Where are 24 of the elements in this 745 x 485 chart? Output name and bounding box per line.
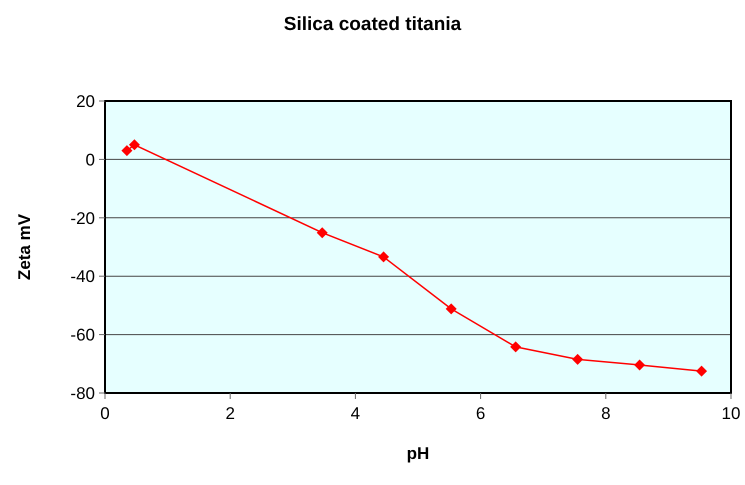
point [446,303,457,314]
point [378,251,390,262]
chart-title: Silica coated titania [284,14,462,35]
y-tick-label: 0 [86,150,95,170]
y-tick-label: -40 [70,267,95,286]
y-tick-label: -80 [70,384,95,403]
y-tick-label: -60 [70,326,95,345]
point [696,366,708,377]
x-tick-label: 8 [601,404,611,423]
point [316,227,328,238]
point [572,354,584,365]
y-tick-label: -20 [70,208,95,228]
point [128,139,140,150]
x-axis-title: pH [406,444,430,463]
x-tick-label: 0 [100,404,110,423]
point [510,341,522,352]
x-tick-label: 2 [225,404,235,423]
y-axis-title: Zeta mV [15,213,34,280]
x-tick-label: 6 [476,404,486,423]
x-tick-label: 4 [350,404,360,423]
x-tick-label: 10 [722,404,740,423]
point [121,145,132,156]
y-tick-label: 20 [76,92,95,111]
point [634,359,646,370]
